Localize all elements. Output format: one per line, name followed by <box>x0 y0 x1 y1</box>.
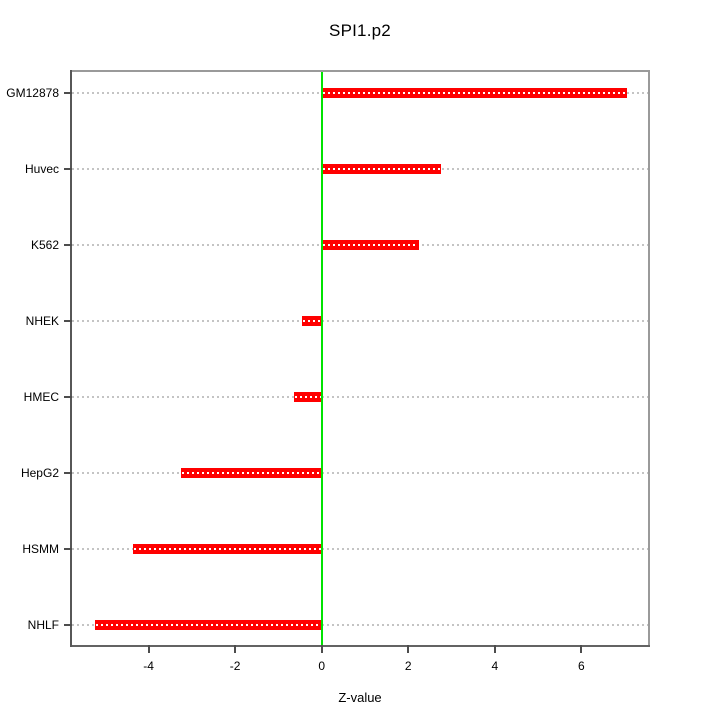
y-axis-category-label: HMEC <box>23 390 59 404</box>
y-axis-tick <box>64 472 72 474</box>
y-axis-category-label: GM12878 <box>6 86 59 100</box>
plot-border-bottom <box>70 645 650 647</box>
y-axis-category-label: Huvec <box>24 162 59 176</box>
bar-gridline-dots <box>322 168 440 170</box>
bar-hepg2 <box>181 468 322 478</box>
x-axis-tick <box>147 645 150 653</box>
y-axis-category-label: NHLF <box>27 618 59 632</box>
gridline <box>72 548 648 550</box>
y-axis-tick <box>64 396 72 398</box>
bar-nhlf <box>94 620 322 630</box>
y-axis-tick <box>64 168 72 170</box>
gridline <box>72 624 648 626</box>
y-axis-tick <box>64 320 72 322</box>
x-axis-tick <box>234 645 237 653</box>
bar-huvec <box>321 164 441 174</box>
plot-area: GM12878 Huvec K562 NHEK HMEC HepG2 HSMM NHLF -4 -… <box>6 70 650 673</box>
x-axis-tick-label: 4 <box>491 659 499 673</box>
bar-hmec <box>293 392 322 402</box>
plot-border-left <box>70 70 72 647</box>
x-axis-tick <box>407 645 410 653</box>
bar-gridline-dots <box>182 472 321 474</box>
x-axis-tick-label: -2 <box>229 659 241 673</box>
bar-gm12878 <box>321 88 627 98</box>
y-axis-tick <box>64 92 72 94</box>
y-axis-category-label: HSMM <box>22 542 59 556</box>
gridline <box>72 396 648 398</box>
x-axis-tick <box>493 645 496 653</box>
y-axis-category-label: HepG2 <box>20 466 59 480</box>
y-axis-tick <box>64 624 72 626</box>
gridline <box>72 472 648 474</box>
y-axis-category-label: K562 <box>30 238 59 252</box>
x-axis-tick-label: 0 <box>318 659 326 673</box>
x-axis-tick-label: 2 <box>404 659 412 673</box>
gridline <box>72 320 648 322</box>
y-axis-tick <box>64 548 72 550</box>
y-axis-tick <box>64 244 72 246</box>
x-axis-tick-label: -4 <box>143 659 154 673</box>
plot-border-top <box>70 70 650 72</box>
plot-border-right <box>648 70 650 647</box>
bar-nhek <box>302 316 322 326</box>
bar-hsmm <box>133 544 322 554</box>
bar-gridline-dots <box>134 548 321 550</box>
chart-title: SPI1.p2 <box>329 21 391 40</box>
bar-gridline-dots <box>322 244 419 246</box>
x-axis-label: Z-value <box>338 690 382 705</box>
bar-gridline-dots <box>294 396 321 398</box>
x-axis-tick <box>320 645 323 653</box>
bar-gridline-dots <box>95 624 321 626</box>
y-axis-category-label: NHEK <box>25 314 59 328</box>
x-axis-tick <box>580 645 583 653</box>
bar-gridline-dots <box>303 320 321 322</box>
x-axis-tick-label: 6 <box>578 659 585 673</box>
bar-k562 <box>321 240 420 250</box>
zero-reference-line <box>320 72 323 645</box>
bar-gridline-dots <box>322 92 626 94</box>
